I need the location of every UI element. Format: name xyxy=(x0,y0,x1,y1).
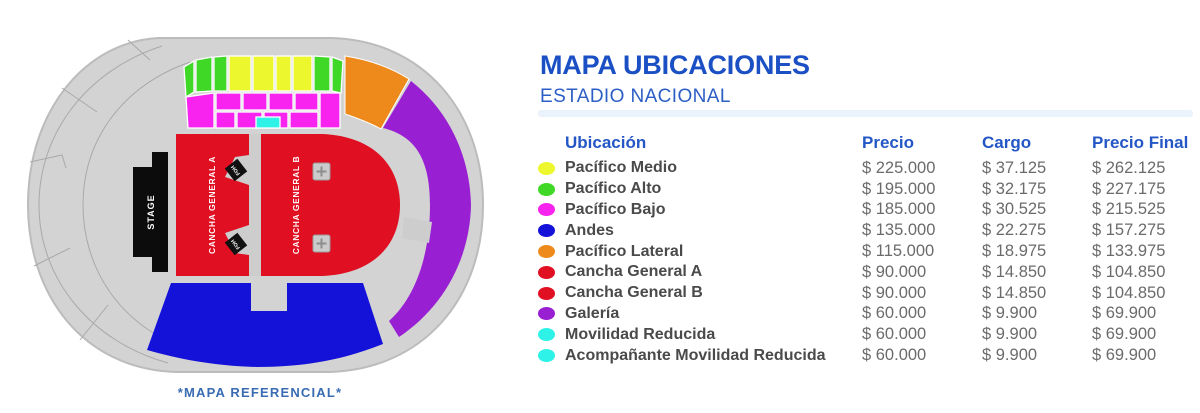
precio-final-cell: $ 104.850 xyxy=(1092,262,1166,281)
tunnel-tab xyxy=(402,217,432,243)
section-color-swatch xyxy=(538,182,555,196)
precio-cell: $ 185.000 xyxy=(862,200,936,219)
precio-cell: $ 135.000 xyxy=(862,221,936,240)
cargo-cell: $ 14.850 xyxy=(982,262,1047,281)
precio-cell: $ 115.000 xyxy=(862,242,935,261)
foh-label: FOH xyxy=(230,164,242,177)
table-header-row: Ubicación Precio Cargo Precio Final xyxy=(538,131,1198,155)
precio-final-cell: $ 69.900 xyxy=(1092,325,1157,344)
price-table: Ubicación Precio Cargo Precio Final Pací… xyxy=(538,131,1198,366)
cargo-cell: $ 30.525 xyxy=(982,200,1047,219)
page-subtitle: ESTADIO NACIONAL xyxy=(540,86,731,107)
cargo-cell: $ 14.850 xyxy=(982,283,1047,302)
precio-cell: $ 225.000 xyxy=(862,158,936,177)
precio-cell: $ 195.000 xyxy=(862,179,936,198)
stadium-map: FOH FOH STAGE CANCHA GENERAL A CANCHA GE… xyxy=(26,37,485,373)
cargo-cell: $ 9.900 xyxy=(982,304,1038,323)
row-label: Acompañante Movilidad Reducida xyxy=(565,346,826,364)
row-label: Pacífico Alto xyxy=(565,180,662,198)
cancha-b-label: CANCHA GENERAL B xyxy=(291,156,301,254)
divider-band xyxy=(538,110,1193,117)
precio-final-cell: $ 104.850 xyxy=(1092,283,1166,302)
section-color-swatch xyxy=(538,349,555,363)
table-row: Acompañante Movilidad Reducida $ 60.000 … xyxy=(538,345,1198,366)
precio-cell: $ 90.000 xyxy=(862,283,927,302)
row-label: Galería xyxy=(565,304,620,322)
map-section-galeria xyxy=(383,81,471,337)
precio-final-cell: $ 133.975 xyxy=(1092,242,1166,261)
precio-final-cell: $ 215.525 xyxy=(1092,200,1166,219)
map-section-pacifico-alto xyxy=(183,55,344,99)
col-ubicacion: Ubicación xyxy=(565,133,647,152)
section-color-swatch xyxy=(538,328,555,342)
section-color-swatch xyxy=(538,265,555,279)
concourse-lines xyxy=(29,39,191,364)
table-row: Andes $ 135.000 $ 22.275 $ 157.275 xyxy=(538,220,1198,241)
row-label: Movilidad Reducida xyxy=(565,325,716,343)
table-row: Pacífico Lateral $ 115.000 $ 18.975 $ 13… xyxy=(538,241,1198,262)
cancha-a-label: CANCHA GENERAL A xyxy=(207,156,217,254)
table-row: Pacífico Bajo $ 185.000 $ 30.525 $ 215.5… xyxy=(538,200,1198,221)
table-row: Galería $ 60.000 $ 9.900 $ 69.900 xyxy=(538,304,1198,325)
cargo-cell: $ 18.975 xyxy=(982,242,1047,261)
precio-cell: $ 60.000 xyxy=(862,304,927,323)
precio-final-cell: $ 69.900 xyxy=(1092,304,1157,323)
map-footnote: *MAPA REFERENCIAL* xyxy=(177,385,343,400)
map-section-pacifico-lateral xyxy=(344,55,410,130)
precio-cell: $ 60.000 xyxy=(862,325,927,344)
plus-icon xyxy=(312,162,331,181)
precio-cell: $ 90.000 xyxy=(862,262,927,281)
table-row: Pacífico Medio $ 225.000 $ 37.125 $ 262.… xyxy=(538,158,1198,179)
section-color-swatch xyxy=(538,203,555,217)
plus-icon xyxy=(312,234,331,253)
foh-label: FOH xyxy=(230,238,242,251)
page-title: MAPA UBICACIONES xyxy=(540,50,810,80)
section-color-swatch xyxy=(538,224,555,238)
section-color-swatch xyxy=(538,161,555,175)
precio-final-cell: $ 262.125 xyxy=(1092,158,1166,177)
row-label: Cancha General A xyxy=(565,263,703,281)
map-section-andes xyxy=(147,283,383,367)
stage-label: STAGE xyxy=(146,194,156,229)
row-label: Pacífico Bajo xyxy=(565,200,666,218)
precio-cell: $ 60.000 xyxy=(862,346,927,365)
cargo-cell: $ 9.900 xyxy=(982,325,1038,344)
precio-final-cell: $ 157.275 xyxy=(1092,221,1166,240)
row-label: Andes xyxy=(565,221,614,239)
col-cargo: Cargo xyxy=(982,133,1032,152)
map-section-movilidad-reducida xyxy=(255,116,281,129)
cargo-cell: $ 22.275 xyxy=(982,221,1047,240)
table-row: Cancha General A $ 90.000 $ 14.850 $ 104… xyxy=(538,262,1198,283)
table-row: Movilidad Reducida $ 60.000 $ 9.900 $ 69… xyxy=(538,324,1198,345)
foh-box-bottom: FOH xyxy=(224,232,248,256)
cargo-cell: $ 9.900 xyxy=(982,346,1038,365)
map-section-pacifico-medio xyxy=(228,55,313,92)
section-color-swatch xyxy=(538,307,555,321)
precio-final-cell: $ 69.900 xyxy=(1092,346,1157,365)
stage-block xyxy=(133,152,168,272)
col-precio-final: Precio Final xyxy=(1092,133,1189,152)
row-label: Pacífico Medio xyxy=(565,159,678,177)
section-color-swatch xyxy=(538,245,555,259)
precio-final-cell: $ 227.175 xyxy=(1092,179,1166,198)
table-row: Cancha General B $ 90.000 $ 14.850 $ 104… xyxy=(538,283,1198,304)
section-color-swatch xyxy=(538,286,555,300)
cargo-cell: $ 32.175 xyxy=(982,179,1047,198)
row-label: Pacífico Lateral xyxy=(565,242,684,260)
table-row: Pacífico Alto $ 195.000 $ 32.175 $ 227.1… xyxy=(538,179,1198,200)
row-label: Cancha General B xyxy=(565,284,703,302)
foh-box-top: FOH xyxy=(224,158,248,182)
cargo-cell: $ 37.125 xyxy=(982,158,1047,177)
col-precio: Precio xyxy=(862,133,914,152)
